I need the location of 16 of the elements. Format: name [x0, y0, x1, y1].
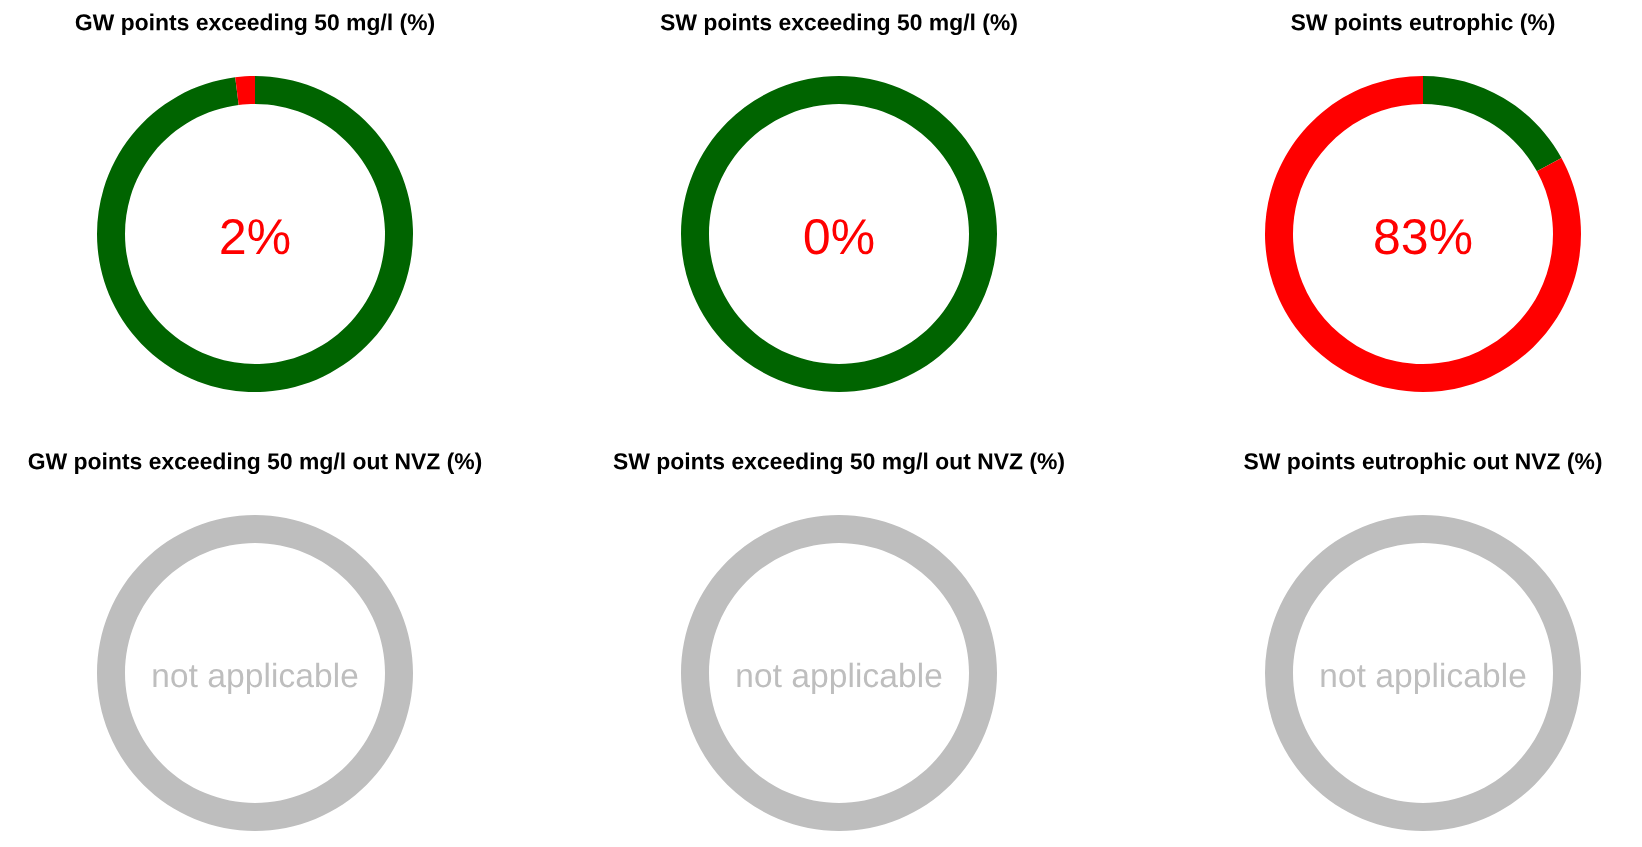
chart-title: SW points eutrophic (%)	[1291, 13, 1555, 35]
text: 0%	[804, 218, 874, 255]
text: not applicable	[737, 662, 942, 695]
text: 2%	[221, 218, 290, 255]
chart-title: SW points eutrophic out NVZ (%)	[1244, 452, 1602, 474]
text: not applicable	[153, 662, 358, 695]
chart-title: GW points exceeding 50 mg/l (%)	[75, 13, 435, 36]
text: 83%	[1375, 218, 1472, 255]
chart-title: SW points exceeding 50 mg/l (%)	[660, 13, 1017, 36]
chart-title: SW points exceeding 50 mg/l out NVZ (%)	[613, 452, 1064, 475]
text: not applicable	[1321, 662, 1526, 695]
donut-slice	[235, 76, 255, 106]
donut-slice	[97, 76, 413, 392]
donut-slice	[1265, 76, 1581, 392]
donut-slice	[1423, 76, 1562, 172]
chart-title: GW points exceeding 50 mg/l out NVZ (%)	[28, 452, 482, 475]
